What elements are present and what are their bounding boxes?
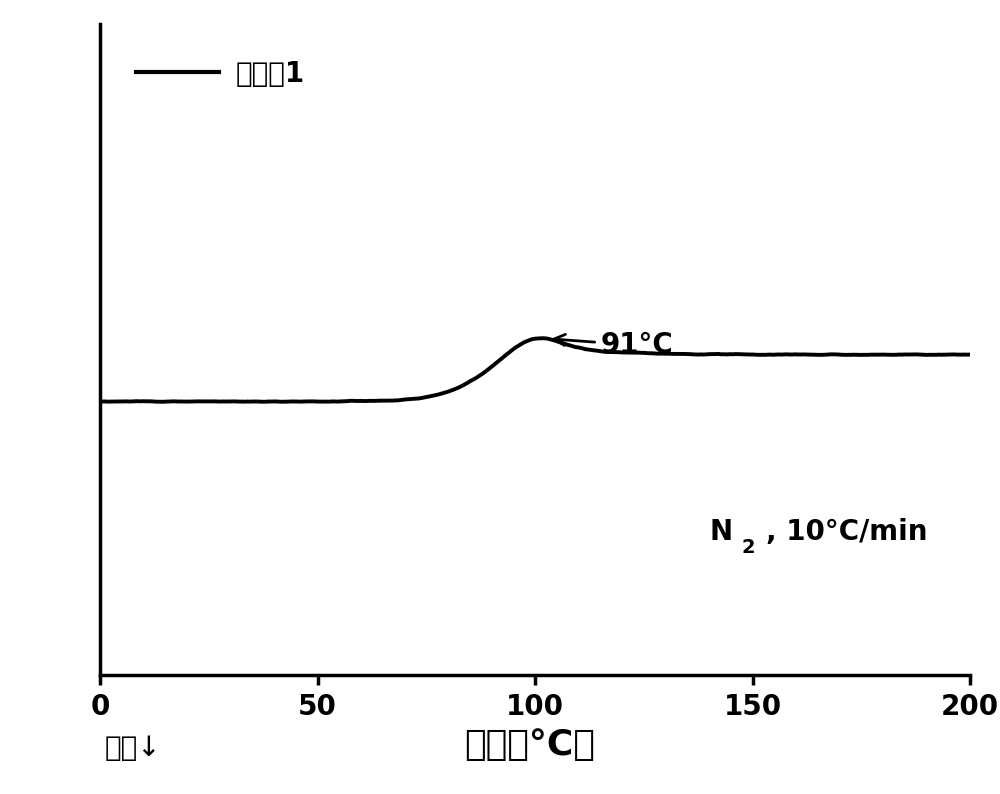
实施例1: [537, 333, 549, 343]
实施例1: [940, 350, 952, 360]
实施例1: [939, 350, 951, 360]
Line: 实施例1: 实施例1: [100, 338, 970, 402]
实施例1: [154, 397, 166, 407]
Text: , 10°C/min: , 10°C/min: [766, 518, 927, 545]
实施例1: [517, 338, 529, 348]
实施例1: [494, 355, 506, 364]
实施例1: [138, 396, 150, 406]
实施例1: [780, 349, 792, 359]
Text: N: N: [709, 518, 732, 545]
实施例1: [964, 349, 976, 359]
Legend: 实施例1: 实施例1: [114, 37, 327, 110]
实施例1: [94, 397, 106, 407]
Text: 温度（°C）: 温度（°C）: [465, 728, 595, 762]
Text: 2: 2: [742, 538, 755, 557]
Text: 91°C: 91°C: [554, 331, 673, 359]
Text: 放热↓: 放热↓: [105, 734, 162, 762]
